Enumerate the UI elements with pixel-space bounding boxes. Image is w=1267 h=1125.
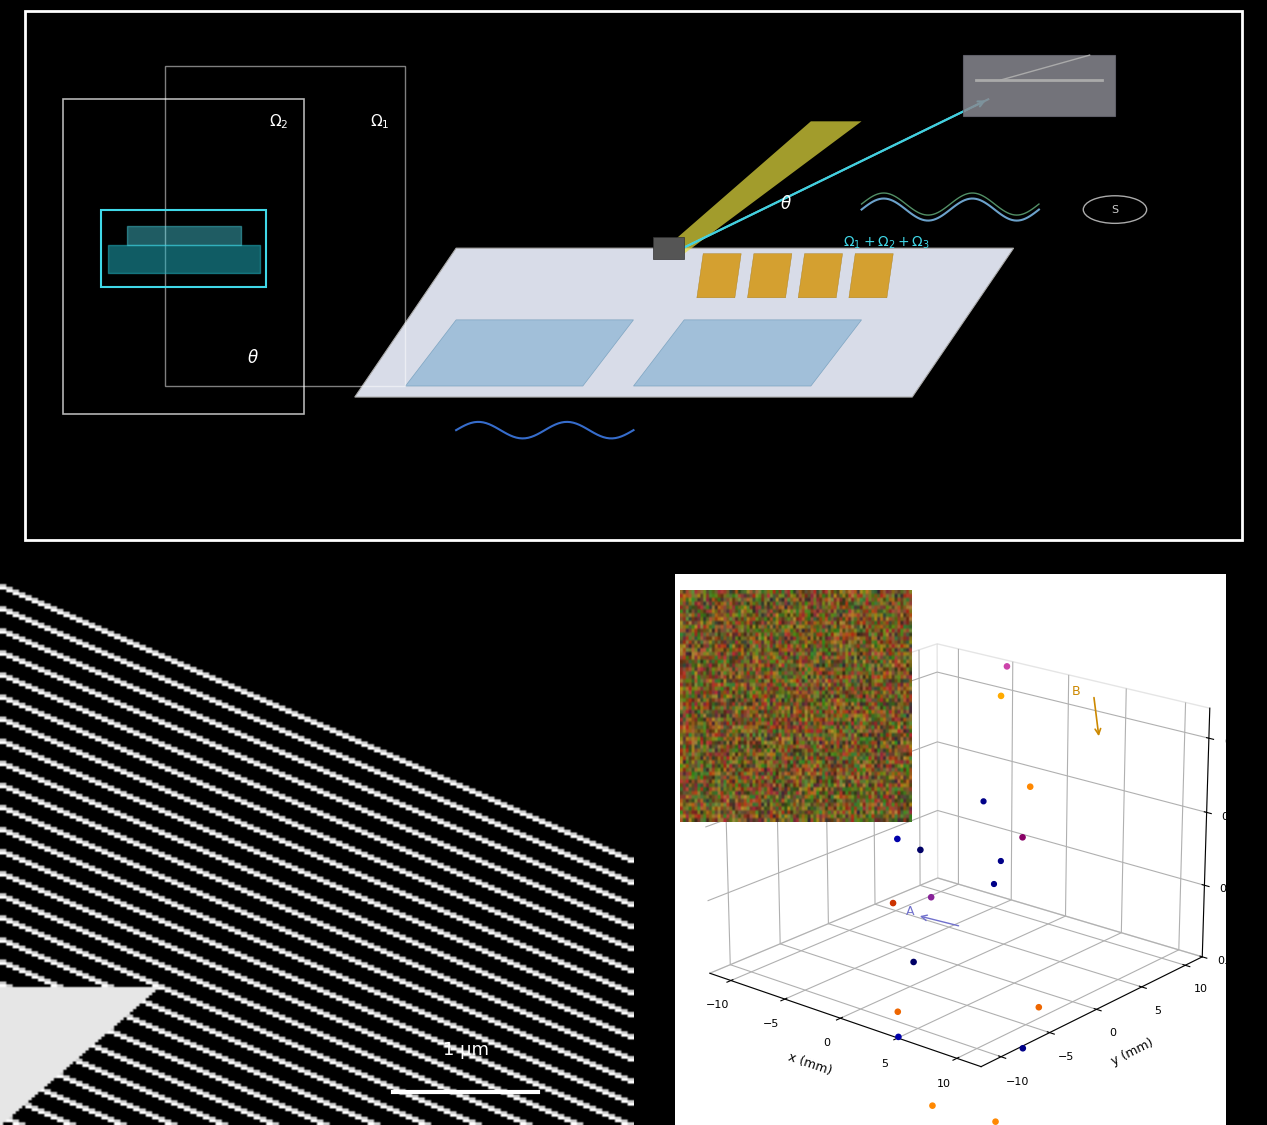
Bar: [653, 237, 684, 259]
Polygon shape: [963, 55, 1115, 116]
Polygon shape: [798, 253, 843, 298]
Text: $\theta$: $\theta$: [779, 195, 792, 213]
Text: $\Omega_1$: $\Omega_1$: [370, 112, 390, 130]
Polygon shape: [405, 319, 634, 386]
Text: A: A: [906, 906, 915, 918]
Y-axis label: y (mm): y (mm): [1109, 1036, 1156, 1069]
Text: $\Omega_2$: $\Omega_2$: [269, 112, 289, 130]
Polygon shape: [634, 319, 862, 386]
Text: B: B: [1072, 685, 1081, 698]
Text: $\Omega_1 + \Omega_2 + \Omega_3$: $\Omega_1 + \Omega_2 + \Omega_3$: [844, 234, 930, 251]
X-axis label: x (mm): x (mm): [787, 1051, 834, 1078]
Polygon shape: [659, 122, 862, 253]
Text: $\theta$: $\theta$: [247, 350, 260, 368]
Polygon shape: [355, 249, 1014, 397]
Polygon shape: [849, 253, 893, 298]
Polygon shape: [748, 253, 792, 298]
Text: 1 μm: 1 μm: [442, 1041, 489, 1059]
Text: S: S: [1111, 205, 1119, 215]
Polygon shape: [697, 253, 741, 298]
